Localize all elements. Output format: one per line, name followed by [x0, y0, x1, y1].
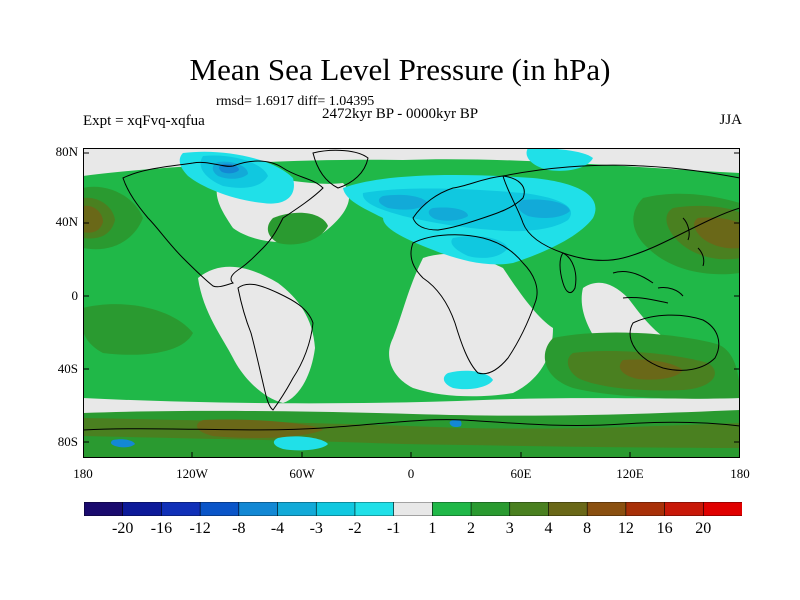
colorbar-swatch	[664, 502, 705, 516]
colorbar-swatch	[470, 502, 511, 516]
axis-ticks	[83, 152, 740, 458]
colorbar-label: -4	[270, 520, 285, 537]
colorbar-swatch	[509, 502, 550, 516]
colorbar-swatch	[315, 502, 356, 516]
season-label: JJA	[719, 112, 742, 128]
y-tick-40n: 40N	[55, 214, 78, 229]
colorbar-swatch	[354, 502, 395, 516]
y-tick-80s: 80S	[57, 434, 78, 449]
colorbar-label: 20	[695, 520, 712, 537]
experiment-label: Expt = xqFvq-xqfua	[83, 113, 205, 129]
x-tick-120e: 120E	[616, 466, 644, 481]
colorbar-label: -3	[309, 520, 323, 537]
colorbar	[84, 502, 742, 516]
colorbar-label: 2	[467, 520, 476, 537]
colorbar-swatch	[84, 502, 124, 516]
y-tick-80n: 80N	[55, 144, 78, 159]
x-tick-180e: 180	[730, 466, 750, 481]
colorbar-swatch	[122, 502, 163, 516]
colorbar-label: -8	[232, 520, 246, 537]
x-tick-60w: 60W	[289, 466, 315, 481]
coastlines	[83, 149, 740, 431]
stats-line: rmsd= 1.6917 diff= 1.04395	[216, 94, 375, 109]
colorbar-swatch	[702, 502, 742, 516]
colorbar-label: 8	[583, 520, 592, 537]
colorbar-swatch	[199, 502, 240, 516]
pressure-anomaly-map	[83, 148, 740, 458]
y-tick-0: 0	[71, 288, 79, 303]
colorbar-swatch	[432, 502, 472, 516]
colorbar-label: -1	[386, 520, 401, 537]
x-tick-60e: 60E	[510, 466, 532, 481]
colorbar-label: 4	[544, 520, 553, 537]
colorbar-label: 3	[505, 520, 514, 537]
colorbar-swatch	[625, 502, 666, 516]
positive-anomaly-4	[83, 205, 740, 438]
colorbar-swatch	[161, 502, 201, 516]
y-tick-40s: 40S	[57, 361, 78, 376]
x-tick-0: 0	[407, 466, 415, 481]
colorbar-swatch	[393, 502, 434, 516]
colorbar-label: 12	[617, 520, 634, 537]
colorbar-label: 16	[656, 520, 673, 537]
colorbar-label: -2	[348, 520, 362, 537]
colorbar-swatch	[548, 502, 588, 516]
colorbar-label: -16	[150, 520, 173, 537]
colorbar-label: 1	[428, 520, 437, 537]
x-tick-180w: 180	[73, 466, 93, 481]
colorbar-label: -20	[112, 520, 134, 537]
chart-title: Mean Sea Level Pressure (in hPa)	[189, 52, 611, 87]
period-line: 2472kyr BP - 0000kyr BP	[322, 106, 479, 122]
colorbar-swatch	[238, 502, 279, 516]
colorbar-label: -12	[189, 520, 211, 537]
colorbar-swatch	[586, 502, 627, 516]
x-tick-120w: 120W	[176, 466, 208, 481]
colorbar-swatch	[277, 502, 318, 516]
